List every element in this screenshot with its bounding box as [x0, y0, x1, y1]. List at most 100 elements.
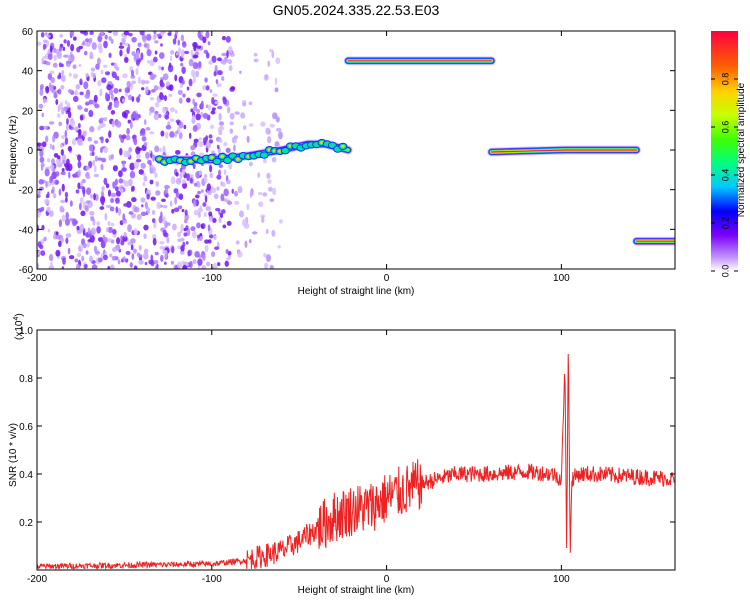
spectrogram-noise-dot	[177, 205, 183, 210]
spectrogram-noise-dot	[65, 233, 72, 238]
spectrogram-noise-dot	[106, 84, 112, 91]
spectrogram-noise-dot	[161, 198, 166, 202]
spectrogram-noise-dot	[195, 113, 201, 121]
spectrogram-noise-dot	[237, 251, 243, 258]
spectrogram-noise-dot	[159, 94, 165, 101]
spectrogram-noise-dot	[167, 32, 172, 36]
spectrogram-noise-dot	[109, 253, 113, 258]
spectrogram-noise-dot	[268, 186, 273, 192]
snr-y-tick-label: 1.0	[19, 326, 33, 337]
spectrogram-noise-dot	[87, 136, 93, 142]
spectrogram-noise-dot	[68, 124, 72, 130]
spectrogram-noise-dot	[192, 259, 197, 265]
spectrogram-noise-dot	[184, 209, 188, 216]
spectrogram-noise-dot	[124, 87, 130, 94]
spectrogram-noise-dot	[79, 91, 84, 96]
spectrogram-noise-dot	[266, 254, 271, 263]
spectrogram-noise-dot	[76, 225, 80, 231]
spectrogram-noise-dot	[97, 237, 104, 242]
spectrogram-noise-dot	[190, 226, 196, 232]
spectrogram-noise-dot	[144, 118, 147, 126]
spectrogram-noise-dot	[107, 265, 111, 269]
spectrogram-noise-dot	[212, 217, 217, 223]
spectrogram-noise-dot	[54, 179, 59, 185]
spectrogram-noise-dot	[119, 147, 123, 156]
spectrogram-noise-dot	[51, 144, 55, 151]
spectrogram-noise-dot	[46, 206, 51, 213]
spectrogram-noise-dot	[118, 178, 124, 184]
spectrogram-noise-dot	[99, 91, 103, 97]
spectrogram-noise-dot	[100, 163, 104, 171]
spectrogram-noise-dot	[39, 149, 44, 157]
spectrogram-noise-dot	[76, 252, 82, 258]
spectrogram-noise-dot	[151, 72, 154, 81]
spectrogram-noise-dot	[216, 144, 220, 150]
spectrogram-noise-dot	[272, 187, 277, 196]
spectrogram-noise-dot	[253, 52, 258, 57]
spectrogram-noise-dot	[68, 255, 75, 260]
spectrogram-noise-dot	[80, 210, 86, 217]
spectrogram-noise-dot	[140, 87, 145, 91]
spectrogram-noise-dot	[181, 42, 187, 48]
spectrogram-noise-dot	[52, 193, 57, 199]
spectrogram-noise-dot	[205, 31, 210, 39]
spectrogram-noise-dot	[77, 122, 81, 129]
spectrogram-noise-dot	[197, 31, 201, 39]
spectrogram-noise-dot	[221, 59, 227, 65]
colorbar: 0.0 0.2 0.4 0.6 0.8 Normalized spectral ampl…	[711, 31, 747, 277]
spectrogram-noise-dot	[56, 89, 60, 94]
spectrogram-noise-dot	[122, 160, 126, 169]
spectrogram-noise-dot	[210, 124, 214, 130]
spectrogram-noise-dot	[145, 86, 149, 95]
spectrogram-noise-dot	[198, 137, 202, 141]
spectrogram-noise-dot	[226, 179, 231, 185]
spectrogram-noise-dot	[198, 170, 203, 176]
spectrogram-noise-dot	[146, 193, 150, 200]
spectrogram-noise-dot	[108, 52, 112, 58]
spectrogram-noise-dot	[182, 264, 188, 269]
spectrogram-noise-dot	[148, 150, 152, 154]
spectrogram-noise-dot	[85, 72, 89, 78]
spectrogram-noise-dot	[264, 74, 268, 80]
spectrogram-noise-dot	[207, 41, 211, 46]
spectrogram-noise-dot	[66, 102, 71, 109]
spectrogram-noise-dot	[55, 98, 59, 105]
spectrogram-track-band	[490, 149, 638, 153]
spectrogram-noise-dot	[64, 191, 69, 198]
spectrogram-noise-dot	[70, 31, 75, 37]
spectrogram-noise-dot	[136, 50, 140, 56]
spectrogram-noise-dot	[196, 222, 201, 229]
spectrogram-noise-dot	[199, 233, 203, 237]
spectrogram-noise-dot	[220, 193, 225, 202]
spectrogram-noise-dot	[171, 208, 175, 214]
spectrogram-noise-dot	[131, 80, 137, 84]
spectrogram-noise-dot	[218, 121, 225, 126]
spectrogram-noise-dot	[205, 142, 212, 149]
spectrogram-noise-dot	[233, 144, 236, 152]
spectrogram-noise-dot	[139, 31, 145, 36]
spectrogram-noise-dot	[88, 37, 93, 44]
spectrogram-noise-dot	[140, 197, 146, 203]
spectrogram-noise-dot	[153, 85, 159, 91]
spectrogram-noise-dot	[186, 86, 190, 91]
spectrogram-noise-dot	[205, 261, 211, 267]
spectrogram-noise-dot	[126, 127, 130, 135]
spectrogram-noise-dot	[78, 63, 82, 67]
spectrogram-noise-dot	[222, 224, 227, 229]
spectrogram-noise-dot	[88, 109, 94, 118]
spectrogram-noise-dot	[110, 222, 115, 227]
spectrogram-noise-dot	[197, 190, 201, 195]
spectrogram-noise-dot	[89, 51, 94, 59]
spectrogram-noise-dot	[49, 164, 55, 170]
spectrogram-noise-dot	[188, 58, 194, 67]
spectrogram-noise-dot	[93, 94, 98, 103]
spectrogram-noise-dot	[229, 128, 233, 134]
spectrogram-noise-dot	[37, 209, 41, 218]
spectrogram-noise-dot	[67, 110, 72, 119]
spectrogram-noise-dot	[96, 157, 103, 161]
spectrogram-noise-dot	[61, 183, 65, 192]
spectrogram-noise-dot	[267, 135, 272, 144]
spectrogram-noise-dot	[153, 56, 158, 63]
spectrogram-noise-dot	[119, 49, 123, 57]
spectrogram-noise-dot	[221, 209, 226, 214]
